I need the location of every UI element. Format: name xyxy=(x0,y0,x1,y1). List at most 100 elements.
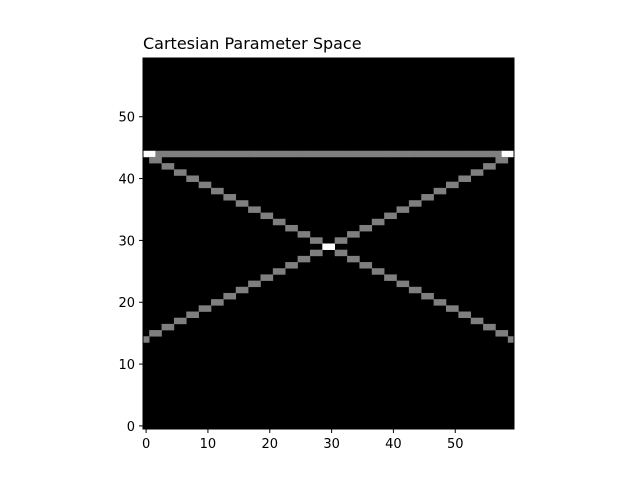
heatmap-cell xyxy=(347,150,354,158)
heatmap-cell xyxy=(507,336,515,343)
heatmap-cell xyxy=(316,237,323,244)
heatmap-cell xyxy=(260,212,267,220)
y-tick-label: 20 xyxy=(118,296,135,311)
heatmap-cell xyxy=(384,274,391,281)
heatmap-cell xyxy=(161,323,169,331)
heatmap-cell xyxy=(316,150,323,158)
heatmap-cell xyxy=(347,231,354,238)
heatmap-cell xyxy=(180,317,187,325)
heatmap-cell xyxy=(371,218,379,226)
x-tick-label: 10 xyxy=(200,437,217,452)
plot-area xyxy=(143,58,515,429)
heatmap-cell xyxy=(470,317,478,325)
heatmap-cell xyxy=(483,163,490,170)
heatmap-cell xyxy=(334,150,342,158)
heatmap-cell xyxy=(155,150,162,158)
y-tick-label: 0 xyxy=(127,420,135,435)
x-tick-label: 0 xyxy=(142,437,150,452)
heatmap-cell xyxy=(235,150,243,158)
heatmap-cell xyxy=(384,212,391,220)
heatmap-cell xyxy=(204,150,212,158)
heatmap-cell xyxy=(371,268,379,275)
heatmap-cell xyxy=(421,292,428,300)
heatmap-cell xyxy=(439,299,447,306)
heatmap-cell xyxy=(402,150,410,158)
heatmap-cell xyxy=(433,299,441,306)
heatmap-cell xyxy=(149,330,156,337)
heatmap-cell xyxy=(167,150,175,158)
heatmap-cell xyxy=(204,181,212,189)
heatmap-cell xyxy=(303,150,311,158)
heatmap-cell xyxy=(223,150,230,158)
heatmap-cell xyxy=(303,255,311,263)
heatmap-cell xyxy=(334,237,342,244)
heatmap-cell xyxy=(155,156,162,164)
heatmap-cell xyxy=(198,150,206,158)
heatmap-cell xyxy=(180,169,187,176)
heatmap-cell xyxy=(229,292,237,300)
heatmap-cell xyxy=(186,311,193,318)
heatmap-cell xyxy=(408,200,416,207)
heatmap-cell xyxy=(377,150,385,158)
heatmap-cell xyxy=(149,156,156,164)
heatmap-cell xyxy=(377,268,385,275)
heatmap-cell xyxy=(266,212,274,220)
heatmap-cell xyxy=(452,305,459,312)
heatmap-cell xyxy=(186,150,193,158)
heatmap-cell xyxy=(309,150,317,158)
heatmap-cell xyxy=(489,323,496,331)
heatmap-cell xyxy=(470,169,478,176)
heatmap-cell xyxy=(285,150,292,158)
heatmap-peak-cell xyxy=(322,243,329,250)
heatmap-cell xyxy=(198,181,206,189)
heatmap-cell xyxy=(297,150,305,158)
y-tick-label: 10 xyxy=(118,358,135,373)
heatmap-cell xyxy=(297,231,305,238)
heatmap-cell xyxy=(167,163,175,170)
heatmap-cell xyxy=(285,262,292,269)
heatmap-cell xyxy=(458,175,465,182)
y-tick-label: 40 xyxy=(118,173,135,188)
heatmap-cell xyxy=(279,268,286,275)
axes-frame xyxy=(142,57,515,430)
heatmap-cell xyxy=(495,330,502,337)
heatmap-cell xyxy=(340,150,348,158)
heatmap-cell xyxy=(365,224,373,232)
heatmap-cell xyxy=(334,249,342,257)
heatmap-cell xyxy=(241,150,249,158)
heatmap-cell xyxy=(229,194,237,201)
heatmap-cell xyxy=(211,299,218,306)
heatmap-cell xyxy=(458,311,465,318)
heatmap-cell xyxy=(297,255,305,263)
heatmap-cell xyxy=(347,255,354,263)
heatmap-cell xyxy=(427,194,434,201)
heatmap-cell xyxy=(353,150,360,158)
heatmap-cell xyxy=(316,249,323,257)
heatmap-cell xyxy=(254,206,261,213)
heatmap-cell xyxy=(396,280,403,288)
heatmap-cell xyxy=(248,206,255,213)
heatmap-cells xyxy=(143,150,515,343)
heatmap-cell xyxy=(476,169,484,176)
heatmap-cell xyxy=(217,150,224,158)
heatmap-cell xyxy=(359,224,366,232)
heatmap-cell xyxy=(384,150,391,158)
heatmap-cell xyxy=(427,150,434,158)
y-tick-label: 30 xyxy=(118,234,135,249)
heatmap-cell xyxy=(309,249,317,257)
heatmap-cell xyxy=(396,150,403,158)
heatmap-cell xyxy=(445,305,453,312)
x-tick-label: 50 xyxy=(447,437,464,452)
heatmap-cell xyxy=(421,194,428,201)
x-tick-label: 30 xyxy=(323,437,340,452)
x-tick-label: 40 xyxy=(385,437,402,452)
heatmap-cell xyxy=(365,262,373,269)
heatmap-cell xyxy=(279,150,286,158)
heatmap-cell xyxy=(470,150,478,158)
heatmap-cell xyxy=(415,200,422,207)
heatmap-cell xyxy=(421,150,428,158)
heatmap-cell xyxy=(408,286,416,294)
heatmap-peak-cell xyxy=(143,150,150,158)
heatmap-cell xyxy=(266,274,274,281)
